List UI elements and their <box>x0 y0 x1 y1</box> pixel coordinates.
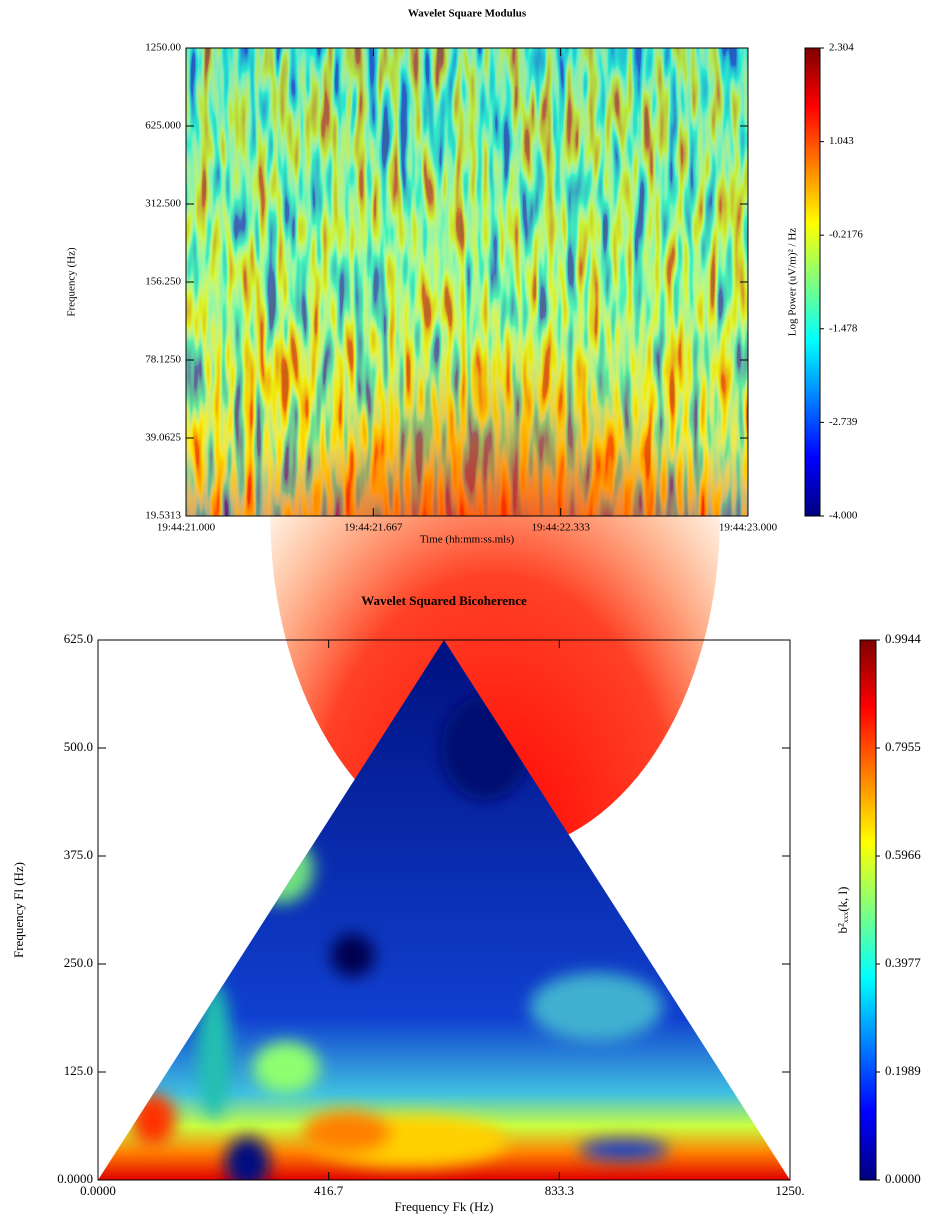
colorbar-tick-label: -4.000 <box>829 510 858 522</box>
heatmap-blob <box>225 1136 270 1180</box>
colorbar-label: b²ₓₓₓ(k, l) <box>835 887 850 934</box>
y-tick-label: 19.5313 <box>145 510 181 522</box>
colorbar <box>859 639 877 1181</box>
heatmap-blob <box>330 933 375 977</box>
y-axis-label: Frequency Fl (Hz) <box>11 862 26 958</box>
colorbar-tick-label: 0.9944 <box>885 631 921 646</box>
heatmap-blob <box>579 1139 669 1161</box>
y-tick-label: 312.500 <box>145 198 181 210</box>
x-tick-label: 1250. <box>775 1183 804 1198</box>
colorbar-tick-label: 0.1989 <box>885 1063 921 1078</box>
x-tick-label: 833.3 <box>545 1183 574 1198</box>
x-tick-label: 416.7 <box>314 1183 344 1198</box>
colorbar <box>804 47 821 517</box>
heatmap-blob <box>302 1110 392 1155</box>
y-tick-label: 78.1250 <box>145 354 181 366</box>
colorbar-tick-label: 2.304 <box>829 42 854 54</box>
x-axis-label: Time (hh:mm:ss.mls) <box>420 534 515 546</box>
chart-title: Wavelet Squared Bicoherence <box>361 593 527 608</box>
y-tick-label: 250.0 <box>64 955 93 970</box>
x-tick-label: 19:44:21.667 <box>344 522 403 534</box>
y-tick-label: 500.0 <box>64 739 93 754</box>
heatmap-background <box>98 640 790 1180</box>
colorbar-tick-label: -1.478 <box>829 322 858 334</box>
y-tick-label: 375.0 <box>64 847 93 862</box>
y-axis-label: Frequency (Hz) <box>66 247 78 317</box>
colorbar-tick-label: -2.739 <box>829 416 858 428</box>
colorbar-tick-label: 1.043 <box>829 135 854 147</box>
x-axis-label: Frequency Fk (Hz) <box>395 1199 494 1214</box>
x-tick-label: 19:44:22.333 <box>531 522 590 534</box>
heatmap-blob <box>247 834 314 904</box>
y-tick-label: 1250.00 <box>145 42 181 54</box>
heatmap-blobs <box>131 696 669 1180</box>
colorbar-label: Log Power (uV/m)² / Hz <box>787 228 799 337</box>
colorbar-tick-label: 0.3977 <box>885 955 921 970</box>
y-tick-label: 625.000 <box>145 120 181 132</box>
y-tick-label: 625.0 <box>64 631 93 646</box>
colorbar-tick-label: -0.2176 <box>829 229 863 241</box>
y-tick-label: 156.250 <box>145 276 181 288</box>
heatmap-blob <box>529 972 663 1042</box>
chart-title: Wavelet Square Modulus <box>408 8 527 20</box>
y-tick-label: 39.0625 <box>145 432 181 444</box>
heatmap-blob <box>253 1041 320 1094</box>
x-tick-label: 0.0000 <box>80 1183 116 1198</box>
heatmap-blob <box>131 1093 176 1146</box>
plot-frame <box>97 639 791 1181</box>
colorbar-tick-label: 0.0000 <box>885 1171 921 1186</box>
x-tick-label: 19:44:23.000 <box>719 522 778 534</box>
chart: Wavelet Square Modulus 19.5313 39.0625 78.1… <box>66 8 863 853</box>
heatmap-blob <box>197 981 231 1120</box>
y-tick-label: 125.0 <box>64 1063 93 1078</box>
y-tick-label: 0.0000 <box>57 1171 93 1186</box>
bicoherence-map <box>98 640 790 1180</box>
chart: Wavelet Squared Bicoherence 0.0000 125.0 25… <box>11 593 921 1214</box>
x-tick-label: 19:44:21.000 <box>157 522 216 534</box>
colorbar-tick-label: 0.5966 <box>885 847 921 862</box>
colorbar-tick-label: 0.7955 <box>885 739 921 754</box>
